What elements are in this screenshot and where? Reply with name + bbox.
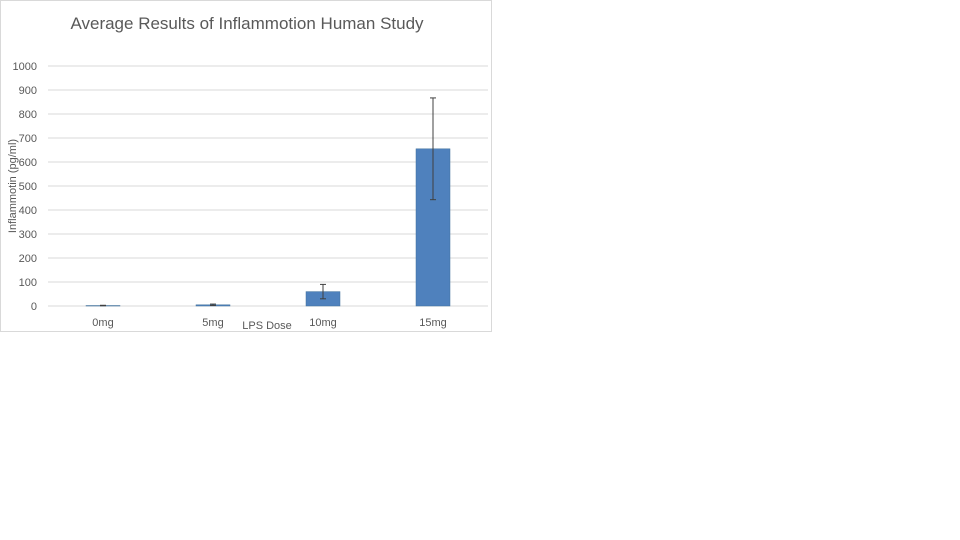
chart-frame: Average Results of Inflammotion Human St… [0, 0, 492, 332]
bar-chart: Average Results of Inflammotion Human St… [7, 14, 488, 332]
x-tick-label: 10mg [309, 317, 337, 329]
y-tick-label: 600 [19, 157, 37, 169]
y-tick-label: 900 [19, 85, 37, 97]
x-tick-label: 0mg [92, 317, 113, 329]
x-axis-label: LPS Dose [242, 320, 292, 332]
y-tick-label: 1000 [13, 61, 37, 73]
x-axis-ticks: 0mg 5mg 10mg 15mg [92, 317, 446, 329]
error-bar-15mg [430, 97, 436, 201]
y-tick-label: 200 [19, 253, 37, 265]
y-axis-ticks: 0 100 200 300 400 500 600 700 800 900 1000 [13, 61, 37, 313]
y-tick-label: 500 [19, 181, 37, 193]
y-tick-label: 300 [19, 229, 37, 241]
x-tick-label: 5mg [202, 317, 223, 329]
error-bar-5mg [210, 303, 216, 307]
y-tick-label: 700 [19, 133, 37, 145]
error-bars [100, 97, 436, 307]
chart-title: Average Results of Inflammotion Human St… [70, 14, 424, 33]
x-tick-label: 15mg [419, 317, 447, 329]
y-axis-label: Inflammotin (pg/ml) [7, 139, 19, 233]
y-tick-label: 800 [19, 109, 37, 121]
y-tick-label: 100 [19, 277, 37, 289]
error-bar-10mg [320, 283, 326, 300]
y-tick-label: 0 [31, 301, 37, 313]
y-tick-label: 400 [19, 205, 37, 217]
gridlines [48, 65, 488, 307]
